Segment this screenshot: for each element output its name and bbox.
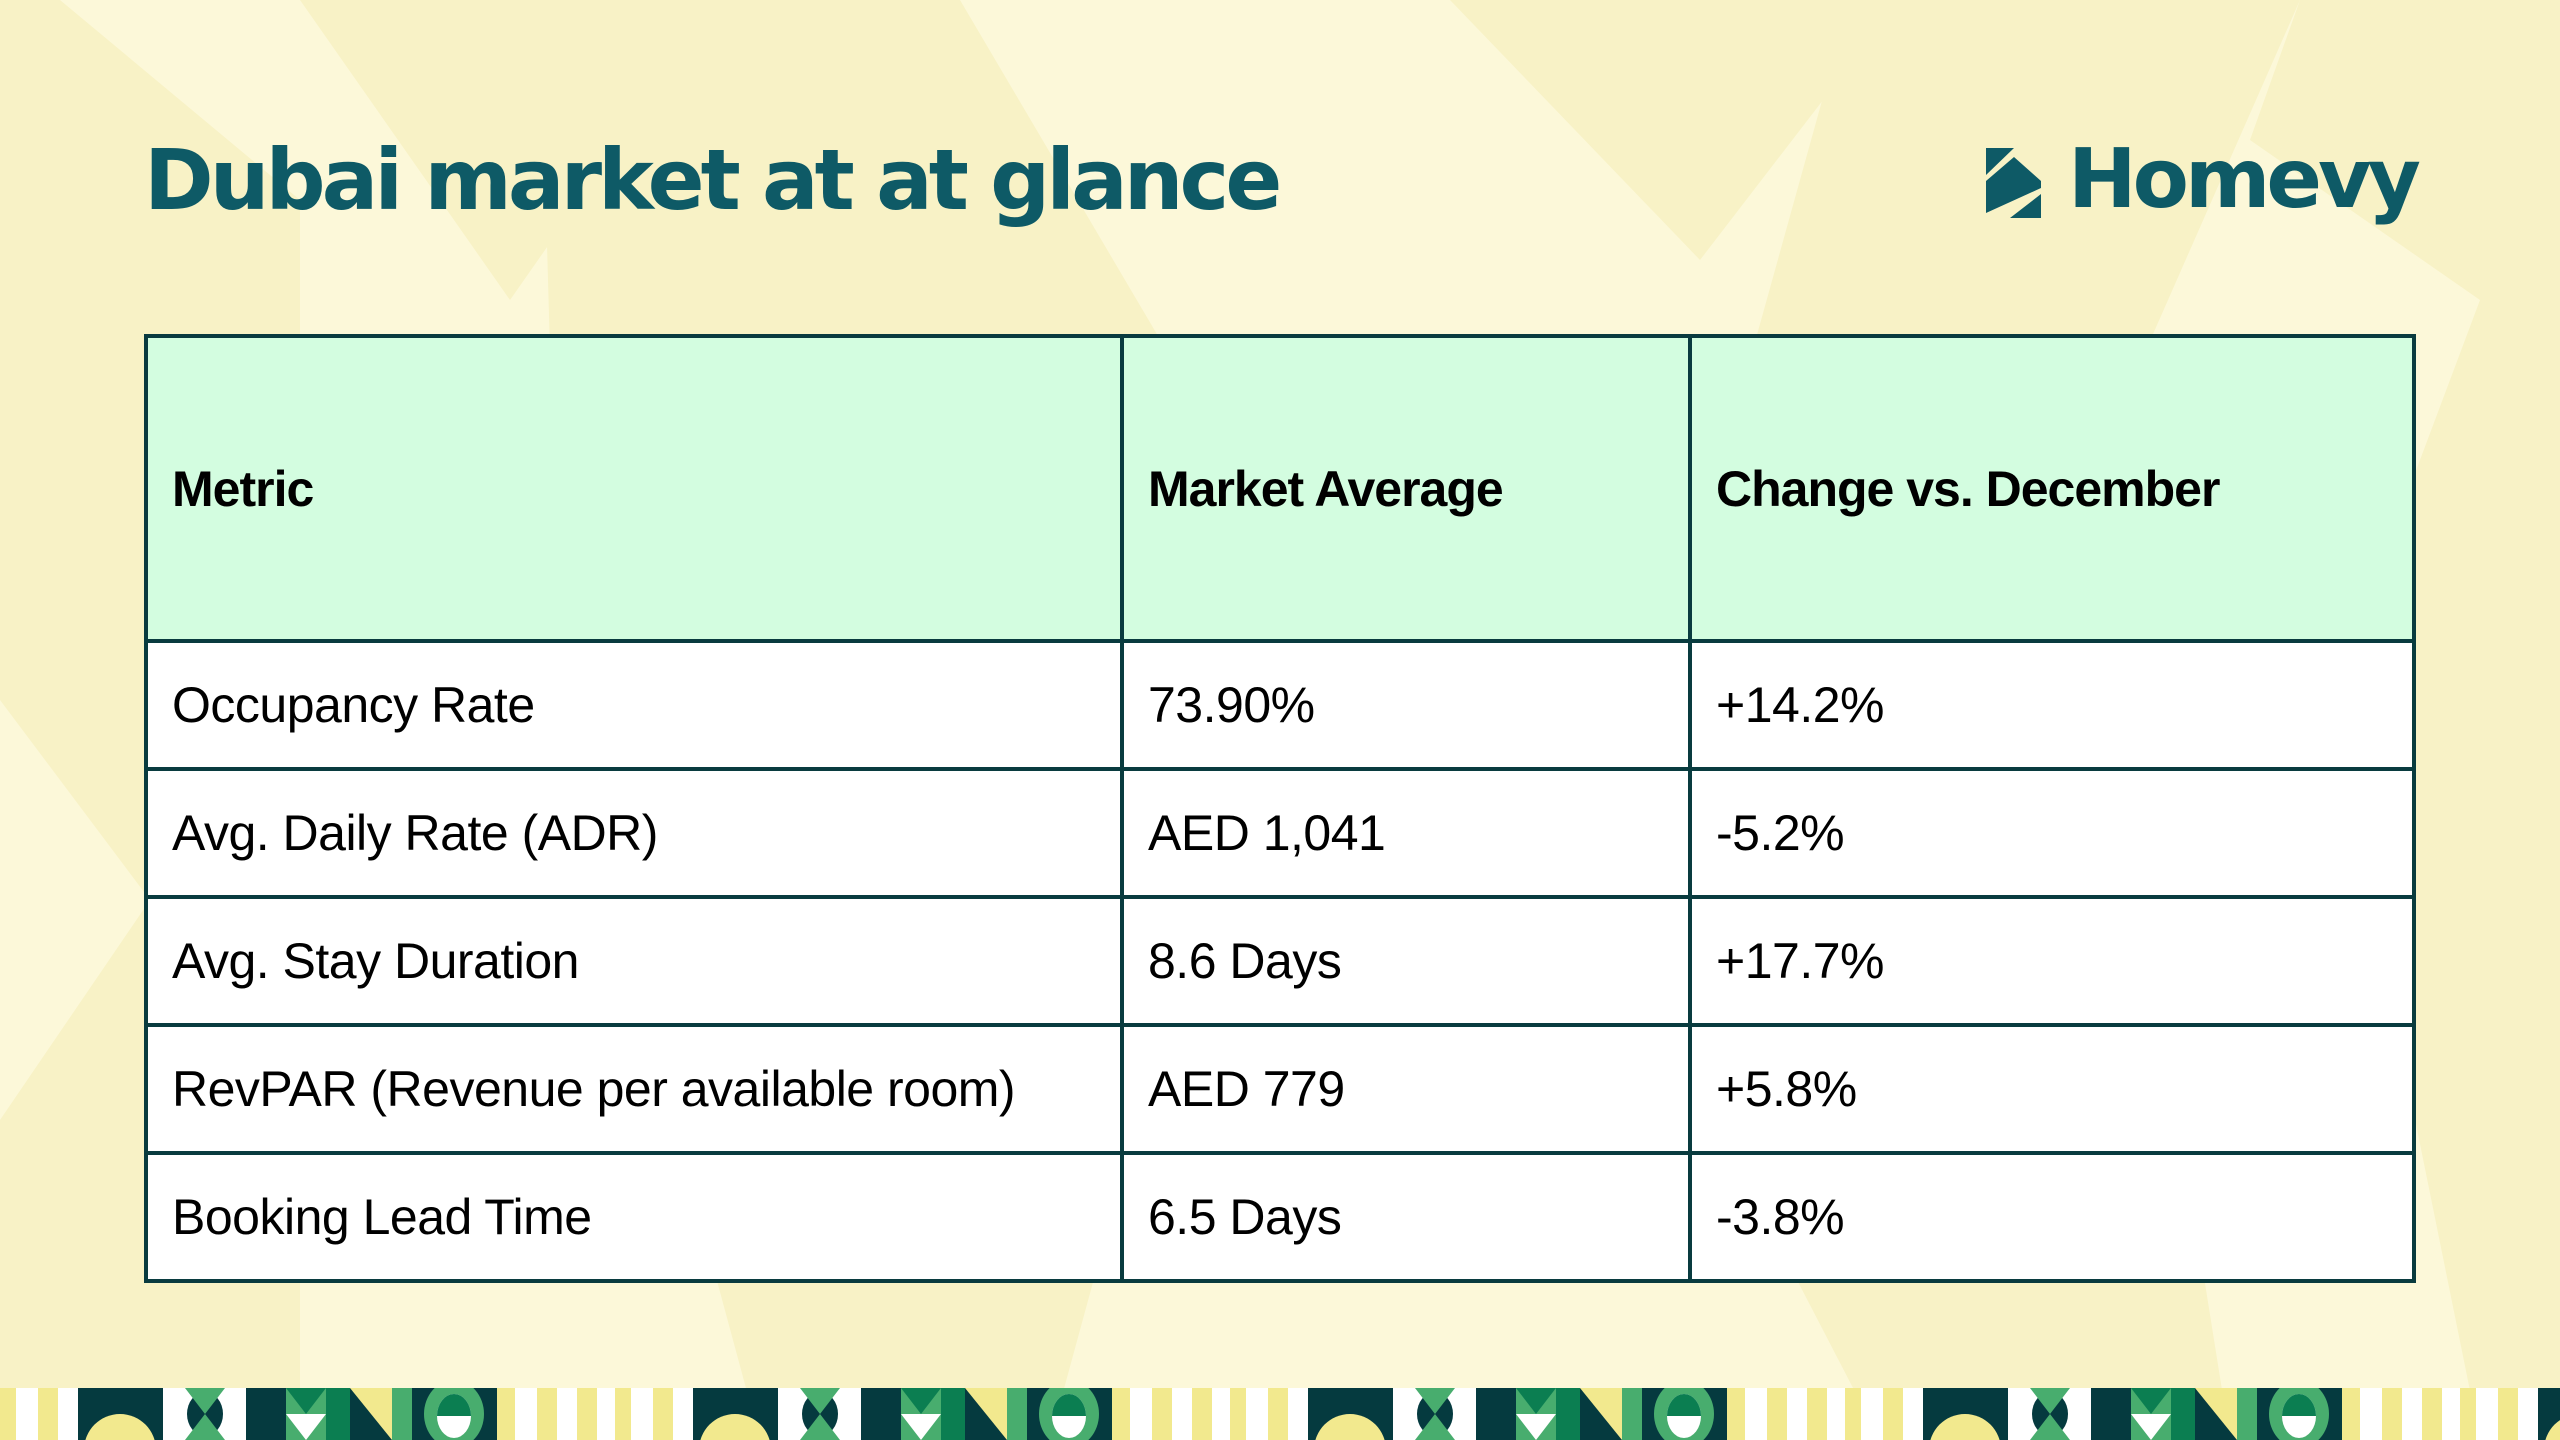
metric-cell: RevPAR (Revenue per available room) [144, 1023, 1124, 1155]
page-title: Dubai market at at glance [144, 131, 1282, 229]
column-header-market-average: Market Average [1120, 334, 1692, 643]
change-cell: -5.2% [1688, 767, 2416, 899]
table-row: Avg. Daily Rate (ADR) AED 1,041 -5.2% [144, 767, 2416, 899]
table-header-row: Metric Market Average Change vs. Decembe… [144, 334, 2416, 643]
metric-cell: Avg. Stay Duration [144, 895, 1124, 1027]
decorative-footer-pattern [0, 1388, 2560, 1440]
metric-cell: Occupancy Rate [144, 639, 1124, 771]
market-average-cell: 8.6 Days [1120, 895, 1692, 1027]
homevy-logo: Homevy [1986, 132, 2421, 228]
brand-name: Homevy [2068, 132, 2421, 227]
table-row: Occupancy Rate 73.90% +14.2% [144, 639, 2416, 771]
change-cell: -3.8% [1688, 1151, 2416, 1283]
market-metrics-table: Metric Market Average Change vs. Decembe… [144, 334, 2416, 1283]
market-average-cell: AED 1,041 [1120, 767, 1692, 899]
column-header-metric: Metric [144, 334, 1124, 643]
table-row: Booking Lead Time 6.5 Days -3.8% [144, 1151, 2416, 1283]
table-row: Avg. Stay Duration 8.6 Days +17.7% [144, 895, 2416, 1027]
table-row: RevPAR (Revenue per available room) AED … [144, 1023, 2416, 1155]
change-cell: +5.8% [1688, 1023, 2416, 1155]
market-average-cell: AED 779 [1120, 1023, 1692, 1155]
column-header-change: Change vs. December [1688, 334, 2416, 643]
house-logo-icon [1986, 148, 2041, 218]
metric-cell: Booking Lead Time [144, 1151, 1124, 1283]
metric-cell: Avg. Daily Rate (ADR) [144, 767, 1124, 899]
market-average-cell: 73.90% [1120, 639, 1692, 771]
change-cell: +14.2% [1688, 639, 2416, 771]
change-cell: +17.7% [1688, 895, 2416, 1027]
market-average-cell: 6.5 Days [1120, 1151, 1692, 1283]
